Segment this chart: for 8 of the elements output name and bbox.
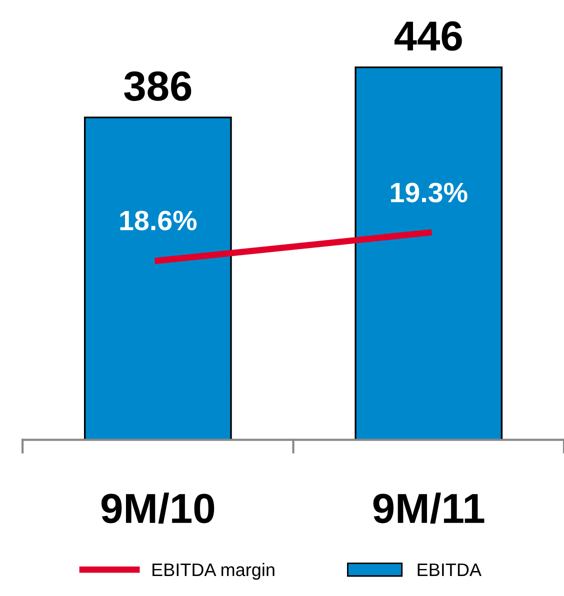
data-label: 18.6% (120, 210, 197, 230)
data-label: 19.3% (391, 182, 468, 202)
data-label: 446 (394, 21, 462, 51)
data-label: 386 (124, 71, 192, 101)
x-tick-label: 9M/11 (373, 492, 484, 524)
legend-label: EBITDA (418, 564, 482, 576)
legend-label: EBITDA margin (152, 562, 274, 580)
x-tick-label: 9M/10 (101, 492, 214, 524)
